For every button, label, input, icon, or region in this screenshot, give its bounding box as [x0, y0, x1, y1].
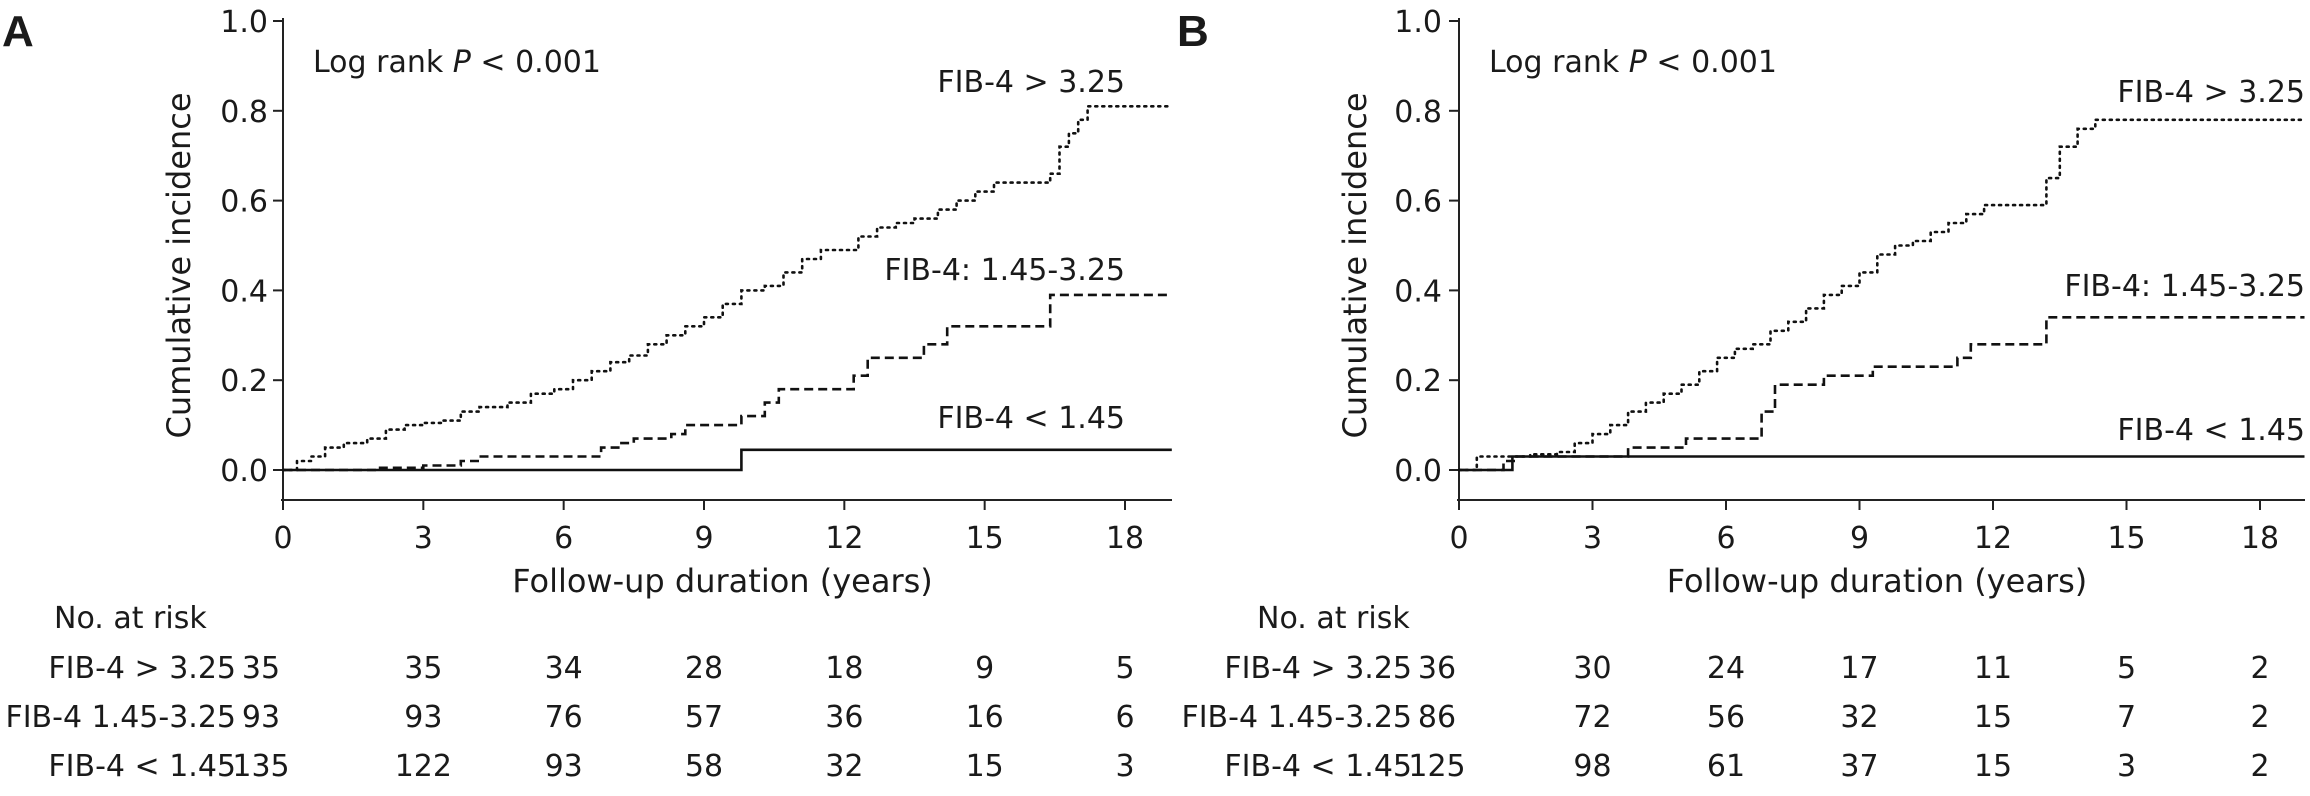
series-line-dashed	[283, 293, 1172, 472]
risk-value: 32	[825, 749, 863, 784]
risk-value: 122	[395, 749, 452, 784]
x-tick-label: 0	[273, 521, 292, 556]
series-line-dotted	[281, 105, 1174, 472]
risk-value: 58	[685, 749, 723, 784]
risk-table-title: No. at risk	[54, 601, 207, 636]
y-tick-label: 0.8	[1394, 95, 1442, 130]
risk-value: 36	[1418, 651, 1456, 686]
x-tick-label: 15	[966, 521, 1004, 556]
risk-value: 30	[1573, 651, 1611, 686]
risk-value: 61	[1707, 749, 1745, 784]
y-axis-title: Cumulative incidence	[1336, 92, 1374, 438]
y-tick-label: 0.6	[220, 185, 268, 220]
risk-value: 28	[685, 651, 723, 686]
series-label: FIB-4 > 3.25	[937, 65, 1125, 100]
x-tick-label: 3	[1583, 521, 1602, 556]
x-tick-label: 12	[825, 521, 863, 556]
x-axis-title: Follow-up duration (years)	[1667, 562, 2088, 600]
risk-value: 34	[545, 651, 583, 686]
series-label: FIB-4: 1.45-3.25	[884, 253, 1125, 288]
risk-row-label: FIB-4 1.45-3.25	[1181, 700, 1412, 735]
y-tick-label: 0.8	[220, 95, 268, 130]
x-axis-title: Follow-up duration (years)	[512, 562, 933, 600]
x-tick-label: 9	[694, 521, 713, 556]
risk-value: 5	[2117, 651, 2136, 686]
risk-value: 2	[2250, 651, 2269, 686]
risk-value: 5	[1115, 651, 1134, 686]
risk-value: 135	[232, 749, 289, 784]
risk-value: 15	[966, 749, 1004, 784]
risk-value: 18	[825, 651, 863, 686]
x-tick-label: 0	[1449, 521, 1468, 556]
y-tick-label: 0.4	[220, 274, 268, 309]
risk-row-label: FIB-4 1.45-3.25	[5, 700, 236, 735]
series-label: FIB-4 < 1.45	[2117, 413, 2305, 448]
series-line-solid	[283, 448, 1172, 472]
series-label: FIB-4 < 1.45	[937, 401, 1125, 436]
risk-value: 57	[685, 700, 723, 735]
y-tick-label: 0.0	[220, 454, 268, 489]
risk-row-label: FIB-4 < 1.45	[48, 749, 236, 784]
x-tick-label: 12	[1974, 521, 2012, 556]
y-tick-label: 0.0	[1394, 454, 1442, 489]
risk-value: 35	[242, 651, 280, 686]
panel-letter: B	[1177, 7, 1209, 56]
y-tick-label: 0.2	[220, 364, 268, 399]
risk-value: 7	[2117, 700, 2136, 735]
risk-value: 125	[1408, 749, 1465, 784]
risk-value: 2	[2250, 749, 2269, 784]
risk-value: 37	[1840, 749, 1878, 784]
x-tick-label: 6	[1716, 521, 1735, 556]
risk-value: 93	[404, 700, 442, 735]
series-line-dotted	[1457, 118, 2306, 472]
risk-value: 3	[1115, 749, 1134, 784]
risk-value: 86	[1418, 700, 1456, 735]
x-tick-label: 15	[2107, 521, 2145, 556]
x-tick-label: 3	[414, 521, 433, 556]
y-tick-label: 0.6	[1394, 185, 1442, 220]
risk-row-label: FIB-4 < 1.45	[1224, 749, 1412, 784]
risk-value: 98	[1573, 749, 1611, 784]
risk-value: 93	[545, 749, 583, 784]
risk-value: 9	[975, 651, 994, 686]
risk-value: 93	[242, 700, 280, 735]
x-tick-label: 9	[1850, 521, 1869, 556]
risk-value: 24	[1707, 651, 1745, 686]
series-label: FIB-4 > 3.25	[2117, 75, 2305, 110]
risk-value: 32	[1840, 700, 1878, 735]
risk-value: 3	[2117, 749, 2136, 784]
x-tick-label: 6	[554, 521, 573, 556]
risk-value: 15	[1974, 700, 2012, 735]
risk-value: 16	[966, 700, 1004, 735]
risk-value: 56	[1707, 700, 1745, 735]
y-tick-label: 1.0	[220, 5, 268, 40]
risk-row-label: FIB-4 > 3.25	[48, 651, 236, 686]
risk-value: 6	[1115, 700, 1134, 735]
log-rank-annotation: Log rank P < 0.001	[313, 45, 601, 80]
y-tick-label: 0.4	[1394, 274, 1442, 309]
y-tick-label: 1.0	[1394, 5, 1442, 40]
risk-value: 11	[1974, 651, 2012, 686]
risk-row-label: FIB-4 > 3.25	[1224, 651, 1412, 686]
log-rank-annotation: Log rank P < 0.001	[1489, 45, 1777, 80]
risk-value: 17	[1840, 651, 1878, 686]
risk-value: 76	[545, 700, 583, 735]
panel-letter: A	[2, 7, 34, 56]
risk-value: 36	[825, 700, 863, 735]
risk-value: 35	[404, 651, 442, 686]
series-line-solid	[1459, 455, 2305, 472]
x-tick-label: 18	[2241, 521, 2279, 556]
y-axis-title: Cumulative incidence	[160, 92, 198, 438]
y-tick-label: 0.2	[1394, 364, 1442, 399]
risk-value: 72	[1573, 700, 1611, 735]
series-label: FIB-4: 1.45-3.25	[2064, 269, 2305, 304]
risk-value: 2	[2250, 700, 2269, 735]
risk-table-title: No. at risk	[1257, 601, 1410, 636]
risk-value: 15	[1974, 749, 2012, 784]
x-tick-label: 18	[1106, 521, 1144, 556]
